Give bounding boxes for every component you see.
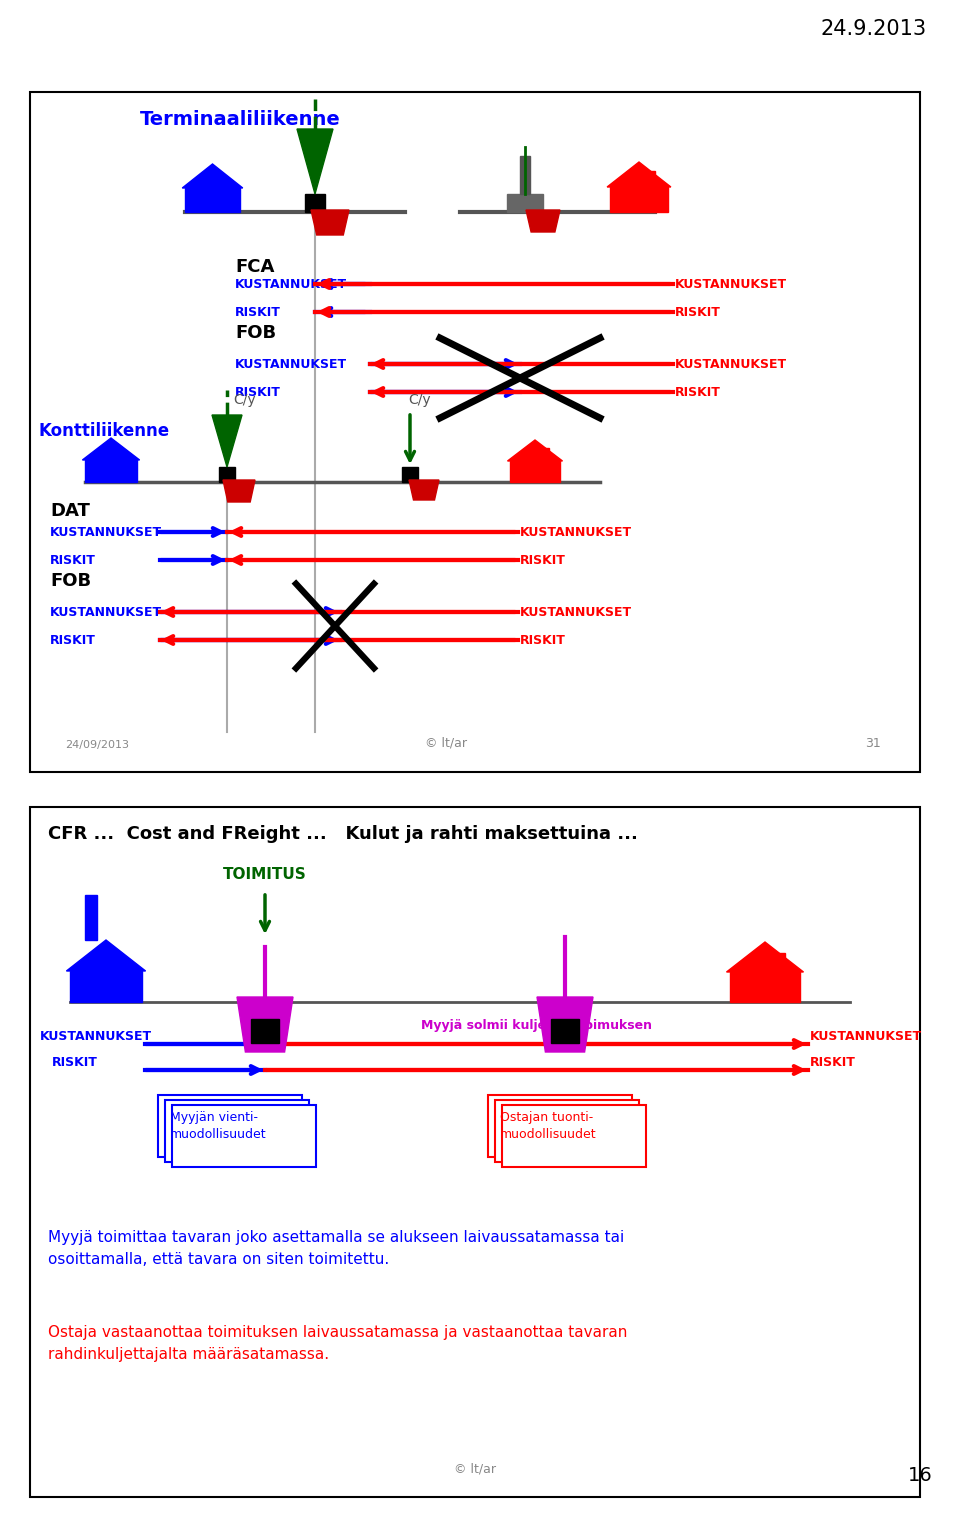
Text: Terminaaliliikenne: Terminaaliliikenne: [140, 110, 341, 128]
Text: 31: 31: [865, 738, 880, 750]
Polygon shape: [778, 953, 784, 973]
Polygon shape: [185, 188, 240, 212]
Bar: [251, 1019, 279, 1043]
Text: RISKIT: RISKIT: [675, 305, 721, 319]
Text: FOB: FOB: [235, 324, 276, 342]
Polygon shape: [83, 438, 139, 460]
Polygon shape: [526, 211, 560, 232]
Text: KUSTANNUKSET: KUSTANNUKSET: [40, 1031, 152, 1043]
Text: RISKIT: RISKIT: [50, 553, 96, 567]
Bar: [85, 895, 97, 941]
Bar: [551, 1019, 579, 1043]
Polygon shape: [544, 447, 549, 461]
Text: Konttiliikenne: Konttiliikenne: [38, 421, 169, 440]
Text: RISKIT: RISKIT: [235, 305, 281, 319]
Polygon shape: [607, 162, 671, 186]
Text: C/y: C/y: [409, 392, 431, 408]
Text: Ostaja vastaanottaa toimituksen laivaussatamassa ja vastaanottaa tavaran
rahdink: Ostaja vastaanottaa toimituksen laivauss…: [48, 1325, 628, 1362]
Text: TOIMITUS: TOIMITUS: [223, 867, 307, 883]
Polygon shape: [237, 997, 293, 1052]
FancyBboxPatch shape: [158, 1095, 302, 1157]
Polygon shape: [311, 211, 349, 235]
Polygon shape: [508, 440, 563, 461]
Text: KUSTANNUKSET: KUSTANNUKSET: [675, 278, 787, 290]
Polygon shape: [409, 479, 439, 499]
Text: Myyjä toimittaa tavaran joko asettamalla se alukseen laivaussatamassa tai
osoitt: Myyjä toimittaa tavaran joko asettamalla…: [48, 1231, 624, 1267]
Text: Myyjän vienti-
muodollisuudet: Myyjän vienti- muodollisuudet: [170, 1112, 267, 1141]
Polygon shape: [223, 479, 255, 502]
Text: RISKIT: RISKIT: [810, 1057, 856, 1069]
Bar: [402, 467, 418, 483]
Polygon shape: [212, 415, 242, 467]
Text: RISKIT: RISKIT: [235, 385, 281, 399]
Text: RISKIT: RISKIT: [520, 553, 565, 567]
Text: KUSTANNUKSET: KUSTANNUKSET: [50, 606, 162, 618]
Text: RISKIT: RISKIT: [52, 1057, 98, 1069]
FancyBboxPatch shape: [165, 1099, 309, 1162]
Text: DAT: DAT: [50, 502, 90, 521]
Text: KUSTANNUKSET: KUSTANNUKSET: [50, 525, 162, 539]
Bar: [507, 194, 543, 212]
Polygon shape: [297, 128, 333, 194]
FancyBboxPatch shape: [495, 1099, 639, 1162]
FancyBboxPatch shape: [502, 1104, 646, 1167]
Text: Myyjä solmii kuljetussopimuksen: Myyjä solmii kuljetussopimuksen: [421, 1019, 652, 1032]
Text: © lt/ar: © lt/ar: [454, 1461, 496, 1475]
Text: 24.9.2013: 24.9.2013: [820, 18, 926, 40]
Bar: [219, 467, 235, 483]
Text: Ostajan tuonti-
muodollisuudet: Ostajan tuonti- muodollisuudet: [500, 1112, 596, 1141]
FancyBboxPatch shape: [173, 1104, 317, 1167]
Polygon shape: [727, 942, 804, 973]
Text: 16: 16: [907, 1466, 932, 1484]
Text: C/y: C/y: [233, 392, 256, 408]
Text: RISKIT: RISKIT: [520, 634, 565, 646]
Polygon shape: [650, 171, 656, 186]
Bar: [30, 92, 920, 773]
Polygon shape: [510, 461, 560, 483]
Text: 24/09/2013: 24/09/2013: [65, 741, 129, 750]
Text: KUSTANNUKSET: KUSTANNUKSET: [520, 525, 632, 539]
Polygon shape: [730, 973, 800, 1002]
Text: FOB: FOB: [50, 573, 91, 589]
Text: KUSTANNUKSET: KUSTANNUKSET: [235, 278, 348, 290]
Polygon shape: [537, 997, 593, 1052]
Text: KUSTANNUKSET: KUSTANNUKSET: [810, 1031, 923, 1043]
Bar: [30, 806, 920, 1496]
Bar: [305, 194, 325, 212]
FancyBboxPatch shape: [488, 1095, 632, 1157]
Text: KUSTANNUKSET: KUSTANNUKSET: [235, 357, 348, 371]
Polygon shape: [70, 971, 142, 1002]
Text: © lt/ar: © lt/ar: [425, 738, 467, 750]
Polygon shape: [182, 163, 243, 188]
Polygon shape: [610, 186, 668, 212]
Bar: [520, 156, 530, 194]
Polygon shape: [85, 460, 137, 483]
Text: KUSTANNUKSET: KUSTANNUKSET: [675, 357, 787, 371]
Text: RISKIT: RISKIT: [50, 634, 96, 646]
Text: RISKIT: RISKIT: [675, 385, 721, 399]
Polygon shape: [66, 941, 146, 971]
Text: KUSTANNUKSET: KUSTANNUKSET: [520, 606, 632, 618]
Text: FCA: FCA: [235, 258, 275, 276]
Text: CFR ...  Cost and FReight ...   Kulut ja rahti maksettuina ...: CFR ... Cost and FReight ... Kulut ja ra…: [48, 825, 637, 843]
